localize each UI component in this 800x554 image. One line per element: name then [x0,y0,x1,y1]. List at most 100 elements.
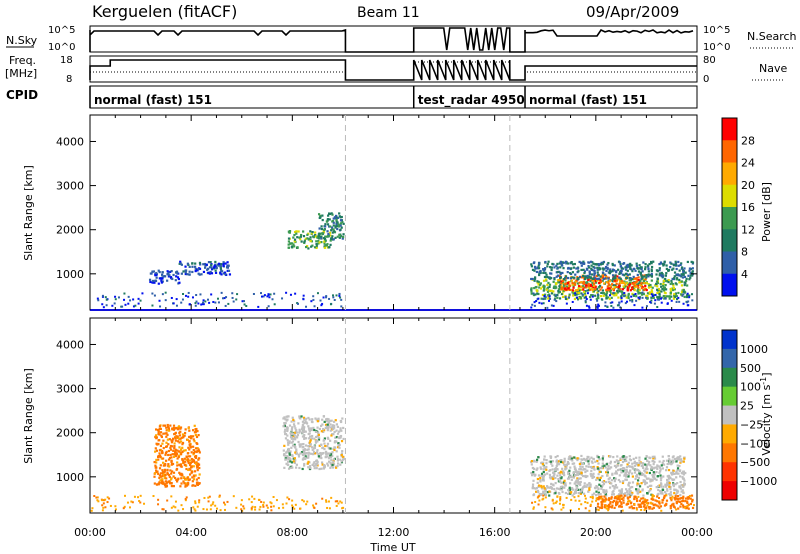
echo-cell [629,283,632,286]
echo-cell [323,242,326,245]
echo-cell [611,473,614,476]
echo-cell [601,275,604,278]
echo-cell [635,285,638,288]
echo-cell [560,293,563,296]
echo-cell [637,476,641,479]
echo-cell [639,291,642,295]
echo-cell [648,507,651,510]
echo-cell [613,292,616,295]
echo-cell [285,419,288,422]
echo-cell [569,466,572,469]
echo-cell [164,291,167,294]
echo-cell [339,427,342,430]
echo-cell [546,265,549,268]
echo-cell [327,427,330,430]
echo-cell [637,490,640,493]
echo-cell [166,429,169,432]
echo-cell [568,490,571,494]
echo-cell [273,303,276,306]
echo-cell [194,304,197,307]
echo-cell [633,497,636,501]
echo-cell [585,459,588,462]
velocity-colorbar-tick: 100 [740,381,761,394]
echo-cell [590,469,593,473]
echo-cell [204,266,207,269]
echo-cell [204,300,207,303]
echo-cell [576,282,579,285]
xlabel: Time UT [369,541,415,554]
echo-cell [192,465,195,468]
echo-cell [653,457,657,460]
echo-cell [582,457,586,461]
echo-cell [291,416,294,419]
echo-cell [634,293,637,296]
nsearch-tick-top: 10^5 [703,25,730,36]
echo-cell [605,507,608,510]
echo-cell [654,293,657,296]
echo-cell [675,470,678,473]
echo-cell [641,277,644,280]
echo-cell [338,212,341,215]
echo-cell [317,242,320,245]
echo-cell [650,296,653,299]
echo-cell [137,302,140,305]
echo-cell [575,292,579,295]
echo-cell [595,274,599,277]
echo-cell [555,286,558,289]
echo-cell [304,457,307,461]
echo-cell [611,270,614,273]
echo-cell [623,468,626,472]
echo-cell [591,493,594,496]
echo-cell [214,301,217,304]
echo-cell [556,274,560,277]
echo-cell [629,262,632,265]
echo-cell [548,494,551,497]
echo-cell [156,483,159,486]
echo-cell [626,286,630,289]
echo-cell [320,225,323,228]
echo-cell [579,480,582,484]
echo-cell [618,290,621,293]
echo-cell [138,499,141,502]
echo-cell [596,291,599,294]
echo-cell [551,262,554,266]
echo-cell [544,293,547,296]
echo-cell [611,263,614,267]
echo-cell [674,498,677,501]
echo-cell [594,294,597,297]
echo-cell [663,291,666,294]
echo-cell [601,480,604,484]
velocity-colorbar-swatch [722,367,737,388]
echo-cell [184,271,187,274]
echo-cell [680,500,683,503]
echo-cell [152,495,155,498]
echo-cell [553,278,556,281]
echo-cell [642,261,645,264]
echo-cell [635,475,639,478]
echo-cell [609,505,612,508]
echo-cell [159,444,163,448]
echo-cell [615,500,618,503]
echo-cell [677,296,680,299]
velocity-colorbar-swatch [722,481,737,501]
echo-cell [656,464,659,467]
echo-cell [187,460,190,463]
echo-cell [303,462,306,466]
echo-cell [647,265,650,268]
echo-cell [605,463,608,466]
echo-cell [641,281,644,285]
echo-cell [174,500,177,503]
echo-cell [671,288,675,292]
echo-cell [321,218,324,222]
echo-cell [326,455,329,458]
echo-cell [626,500,629,503]
echo-cell [284,418,287,421]
echo-cell [635,507,638,510]
echo-cell [626,300,629,303]
echo-cell [609,289,613,292]
echo-cell [598,281,601,285]
echo-cell [564,275,568,278]
echo-cell [633,460,636,463]
echo-cell [681,471,685,475]
echo-cell [597,304,600,307]
